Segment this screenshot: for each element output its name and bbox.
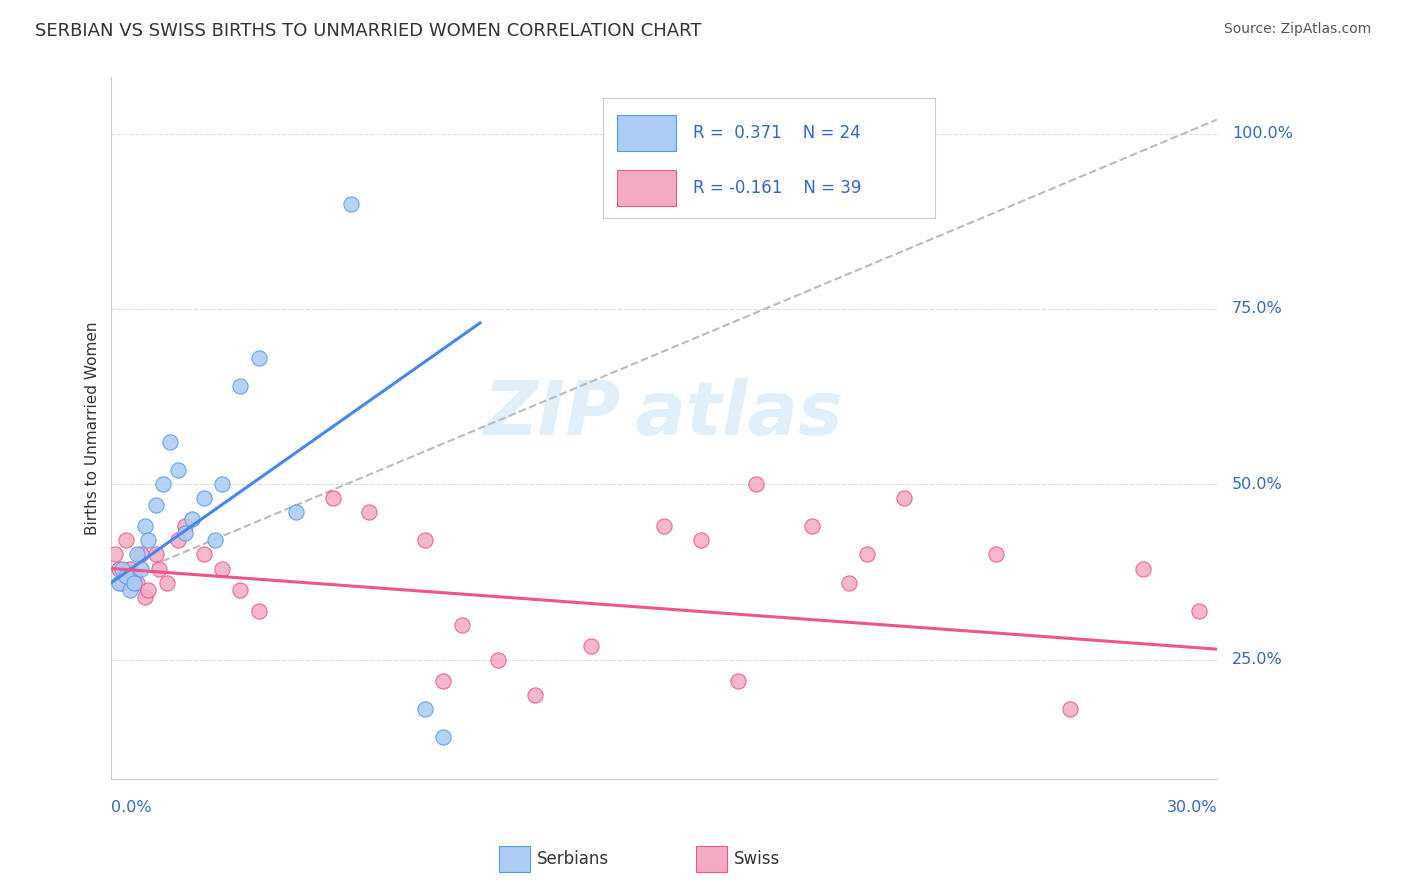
Point [204, 533, 226, 548]
Point [115, 533, 138, 548]
Point [134, 590, 156, 604]
Point [156, 575, 179, 590]
Text: 75.0%: 75.0% [1232, 301, 1282, 317]
Point [322, 491, 344, 506]
Point [145, 548, 167, 562]
Point [122, 575, 145, 590]
Text: 30.0%: 30.0% [1167, 800, 1218, 815]
Text: Source: ZipAtlas.com: Source: ZipAtlas.com [1223, 22, 1371, 37]
Point [104, 548, 127, 562]
Point [129, 548, 152, 562]
Point [129, 561, 152, 575]
Point [800, 519, 823, 533]
Point [166, 463, 188, 477]
Point [166, 533, 188, 548]
Point [127, 575, 149, 590]
Text: Serbians: Serbians [537, 850, 609, 868]
Point [229, 582, 252, 597]
Point [856, 548, 879, 562]
Point [247, 351, 270, 365]
Point [193, 548, 215, 562]
Point [984, 548, 1007, 562]
Point [148, 561, 170, 575]
Point [745, 477, 768, 491]
Point [727, 673, 749, 688]
Point [432, 730, 454, 744]
Point [118, 582, 141, 597]
Point [122, 568, 145, 582]
Point [486, 653, 509, 667]
Text: 25.0%: 25.0% [1232, 652, 1282, 667]
Point [211, 561, 233, 575]
Point [111, 575, 134, 590]
Point [1059, 702, 1081, 716]
Point [432, 673, 454, 688]
Point [450, 617, 472, 632]
Point [579, 639, 602, 653]
Point [145, 499, 167, 513]
Point [152, 477, 174, 491]
Point [174, 519, 197, 533]
Point [413, 702, 436, 716]
Point [1132, 561, 1154, 575]
Point [181, 512, 204, 526]
Point [413, 533, 436, 548]
Point [524, 688, 547, 702]
Text: 100.0%: 100.0% [1232, 126, 1292, 141]
Point [111, 561, 134, 575]
Text: Swiss: Swiss [734, 850, 780, 868]
Point [127, 548, 149, 562]
Text: SERBIAN VS SWISS BIRTHS TO UNMARRIED WOMEN CORRELATION CHART: SERBIAN VS SWISS BIRTHS TO UNMARRIED WOM… [35, 22, 702, 40]
Point [193, 491, 215, 506]
Point [247, 604, 270, 618]
Point [136, 582, 159, 597]
Point [1188, 604, 1211, 618]
Point [837, 575, 859, 590]
Y-axis label: Births to Unmarried Women: Births to Unmarried Women [86, 321, 100, 535]
Point [340, 196, 363, 211]
Point [211, 477, 233, 491]
Point [229, 379, 252, 393]
Point [690, 533, 713, 548]
Point [136, 533, 159, 548]
Point [284, 505, 307, 519]
Point [893, 491, 915, 506]
Text: 0.0%: 0.0% [111, 800, 152, 815]
Point [174, 526, 197, 541]
Point [118, 561, 141, 575]
Text: 50.0%: 50.0% [1232, 477, 1282, 491]
Point [652, 519, 675, 533]
Point [159, 435, 181, 450]
Text: ZIP atlas: ZIP atlas [484, 377, 844, 450]
Point [107, 561, 129, 575]
Point [359, 505, 381, 519]
Point [107, 575, 129, 590]
Point [134, 519, 156, 533]
Point [115, 568, 138, 582]
